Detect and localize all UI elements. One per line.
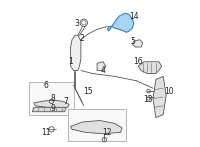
Polygon shape [71, 35, 81, 71]
Text: 8: 8 [51, 94, 55, 103]
Text: 16: 16 [133, 57, 143, 66]
Polygon shape [71, 121, 122, 134]
Text: 4: 4 [101, 66, 105, 75]
FancyBboxPatch shape [68, 109, 126, 141]
Polygon shape [32, 107, 66, 112]
Text: 3: 3 [74, 19, 79, 28]
Polygon shape [34, 100, 69, 109]
Text: 7: 7 [64, 97, 69, 106]
Polygon shape [97, 62, 106, 71]
Polygon shape [153, 76, 166, 118]
Text: 13: 13 [144, 95, 153, 105]
Text: 14: 14 [129, 12, 139, 21]
Polygon shape [132, 40, 143, 47]
Polygon shape [138, 62, 162, 74]
Text: 5: 5 [130, 37, 135, 46]
Text: 12: 12 [103, 128, 112, 137]
Text: 6: 6 [43, 81, 48, 90]
Text: 1: 1 [68, 57, 73, 66]
FancyBboxPatch shape [29, 82, 74, 115]
Text: 9: 9 [51, 104, 55, 113]
Text: 10: 10 [164, 87, 174, 96]
Polygon shape [107, 13, 134, 32]
Text: 15: 15 [83, 87, 93, 96]
Text: 11: 11 [41, 128, 50, 137]
Text: 2: 2 [80, 34, 85, 43]
